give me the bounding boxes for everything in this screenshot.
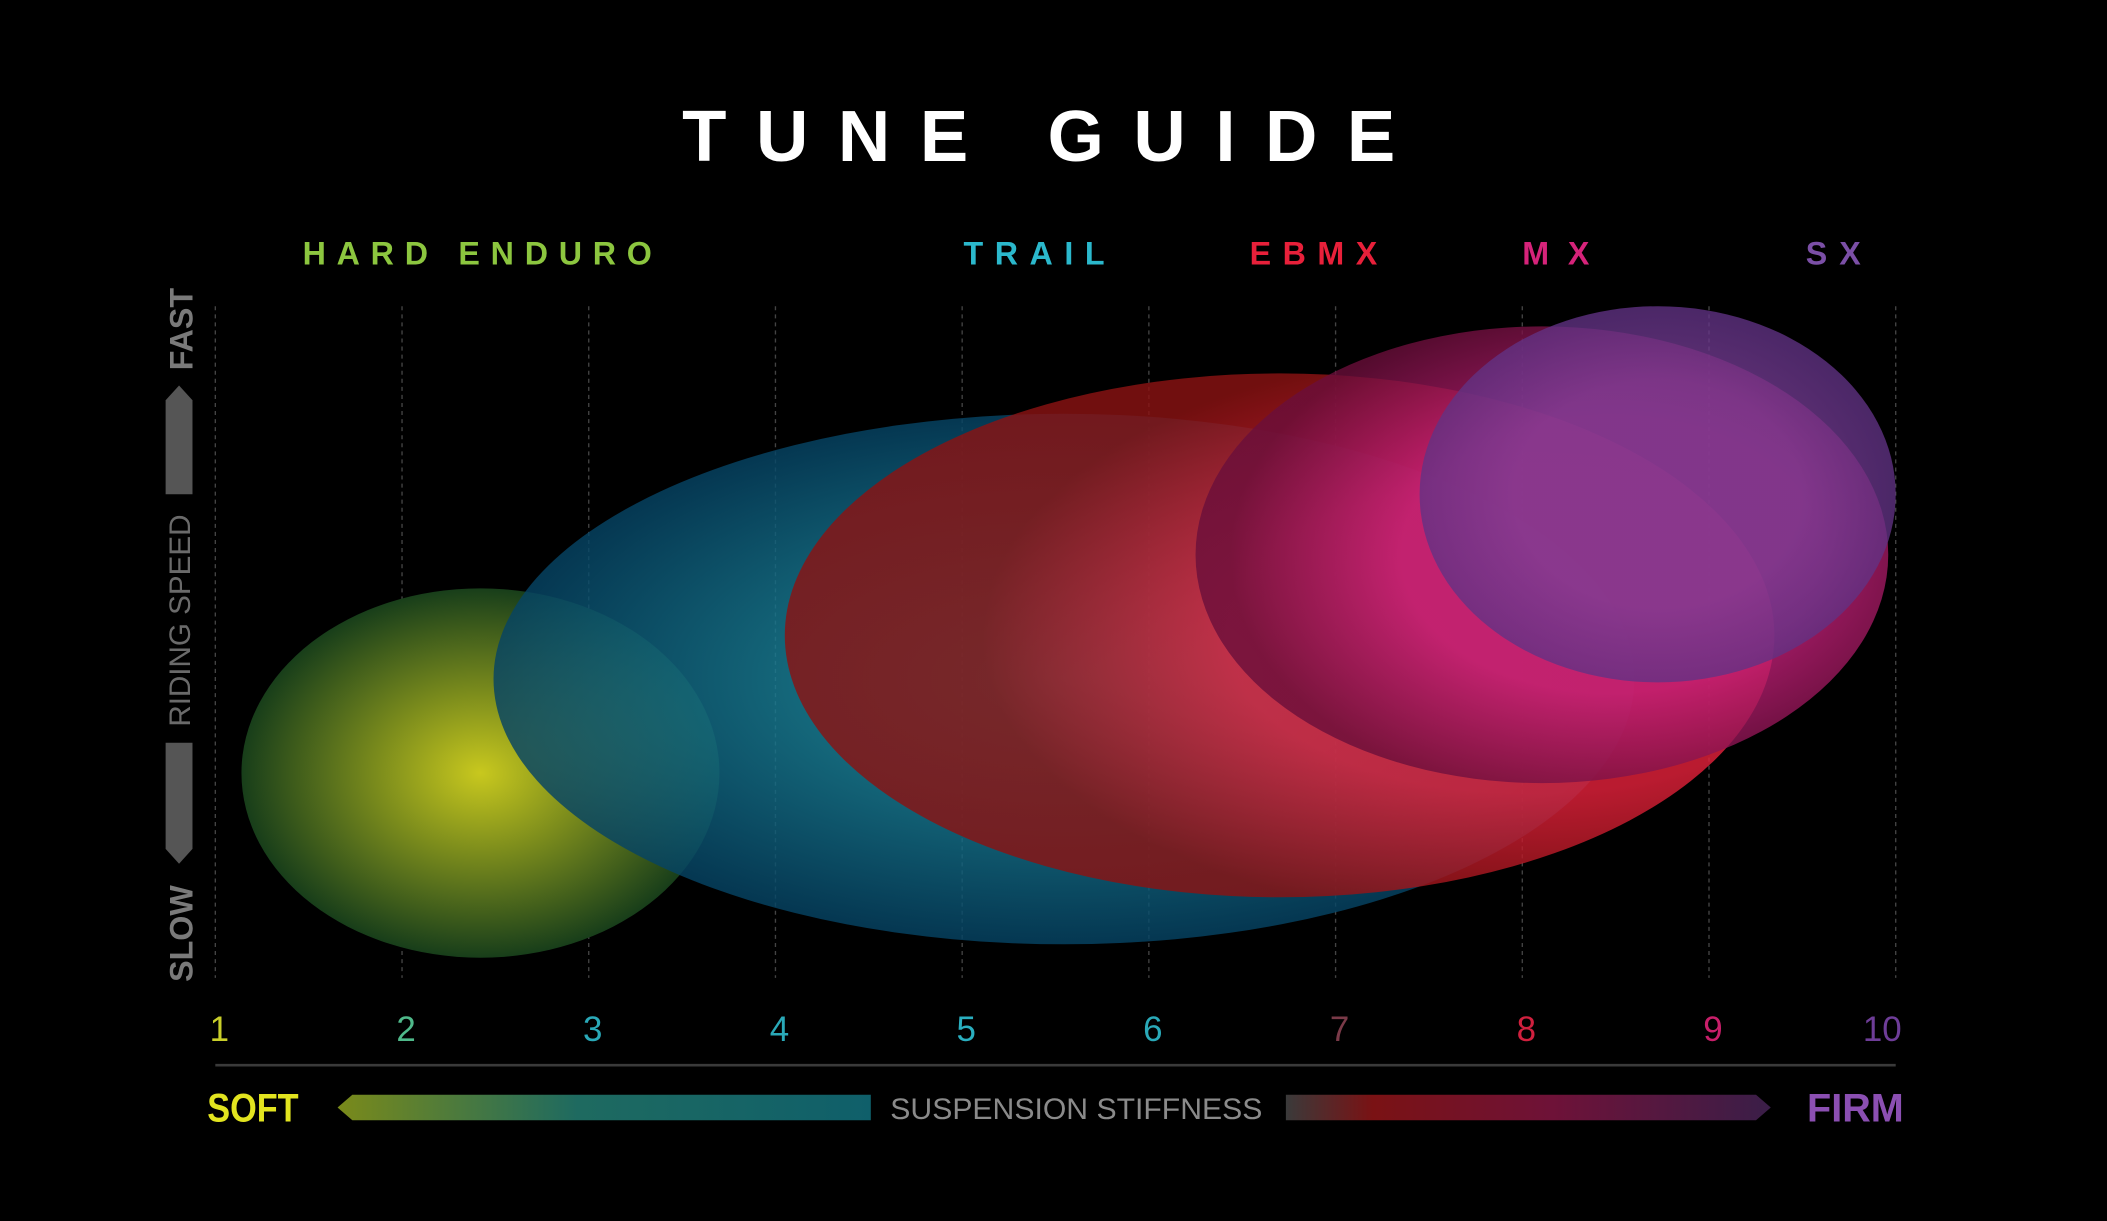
x-tick-label: 3	[583, 1010, 602, 1049]
x-tick-label: 8	[1517, 1010, 1536, 1049]
x-tick-label: 2	[396, 1010, 415, 1049]
chart-title: TUNE GUIDE	[682, 96, 1425, 177]
x-tick-label: 1	[210, 1010, 229, 1049]
fast-label: FAST	[163, 288, 199, 371]
y-axis-label: RIDING SPEED	[164, 514, 197, 726]
x-tick-label: 7	[1330, 1010, 1349, 1049]
firm-arrow-bar	[1285, 1094, 1771, 1121]
firm-label: FIRM	[1807, 1086, 1904, 1131]
series-label: TRAIL	[964, 236, 1105, 272]
down-arrow-bar	[165, 742, 193, 864]
series-label: EBMX	[1250, 236, 1378, 272]
x-tick-label: 10	[1863, 1010, 1902, 1049]
range-ellipse-sx	[1419, 306, 1896, 683]
y-axis: FAST RIDING SPEED SLOW	[163, 288, 199, 982]
soft-label: SOFT	[207, 1085, 298, 1130]
series-label: HARD ENDURO	[303, 236, 652, 272]
slow-label: SLOW	[163, 885, 199, 982]
x-tick-label: 5	[956, 1010, 975, 1049]
x-tick-label: 9	[1703, 1010, 1722, 1049]
x-tick-label: 6	[1143, 1010, 1162, 1049]
series-label: SX	[1806, 236, 1862, 272]
soft-arrow-bar	[337, 1094, 871, 1121]
series-label: MX	[1522, 236, 1590, 272]
x-tick-label: 4	[770, 1010, 789, 1049]
up-arrow-bar	[165, 385, 193, 495]
x-axis-label: SUSPENSION STIFFNESS	[890, 1093, 1262, 1126]
